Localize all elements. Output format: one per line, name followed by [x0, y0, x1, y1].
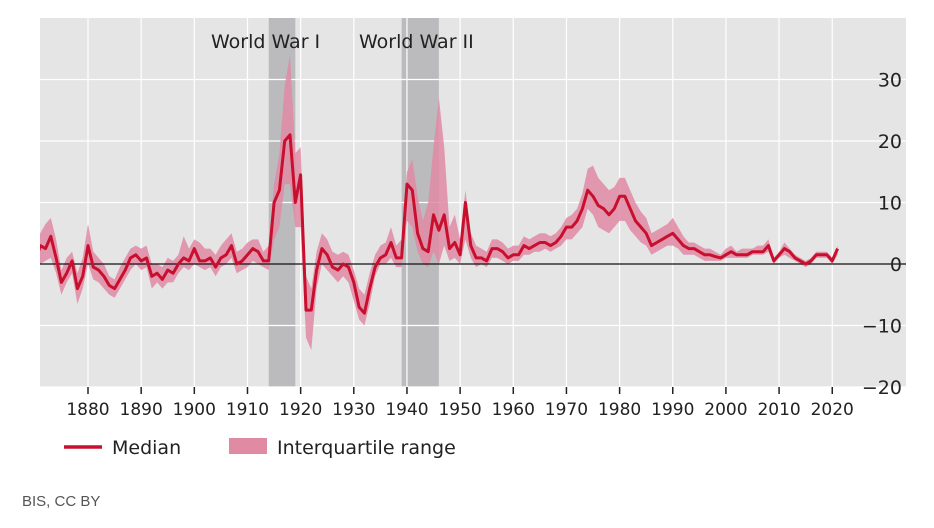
x-tick-label: 1920 [279, 400, 322, 420]
x-tick-label: 2000 [704, 400, 747, 420]
war-label-1: World War I [211, 31, 320, 53]
x-tick-label: 1910 [226, 400, 269, 420]
x-tick-label: 1930 [332, 400, 375, 420]
x-tick-label: 1960 [492, 400, 535, 420]
y-tick-label: 20 [878, 131, 902, 153]
y-tick-label: 30 [878, 70, 902, 92]
x-tick-label: 1890 [120, 400, 163, 420]
x-tick-label: 1900 [173, 400, 216, 420]
x-tick-label: 1940 [385, 400, 428, 420]
iqr-band [40, 54, 838, 351]
y-tick-label: 10 [878, 193, 902, 215]
x-tick-label: 1980 [598, 400, 641, 420]
y-tick-label: −20 [862, 377, 902, 399]
legend-iqr-swatch [229, 438, 267, 454]
war-label-2: World War II [359, 31, 474, 53]
x-tick-label: 1950 [438, 400, 481, 420]
x-tick-label: 2020 [811, 400, 854, 420]
legend-median-label: Median [112, 437, 181, 459]
y-tick-label: −10 [862, 316, 902, 338]
inflation-chart: 1880 1890 1900 1910 1920 1930 1940 1950 1960 1970… [40, 18, 906, 459]
x-tick-label: 1990 [651, 400, 694, 420]
x-tick-label: 1880 [66, 400, 109, 420]
image-credit: BIS, CC BY [22, 493, 101, 510]
legend-iqr-label: Interquartile range [277, 437, 456, 459]
x-tick-label: 1970 [545, 400, 588, 420]
x-tick-label: 2010 [757, 400, 800, 420]
median-line [40, 133, 839, 315]
y-tick-label: 0 [890, 254, 902, 276]
